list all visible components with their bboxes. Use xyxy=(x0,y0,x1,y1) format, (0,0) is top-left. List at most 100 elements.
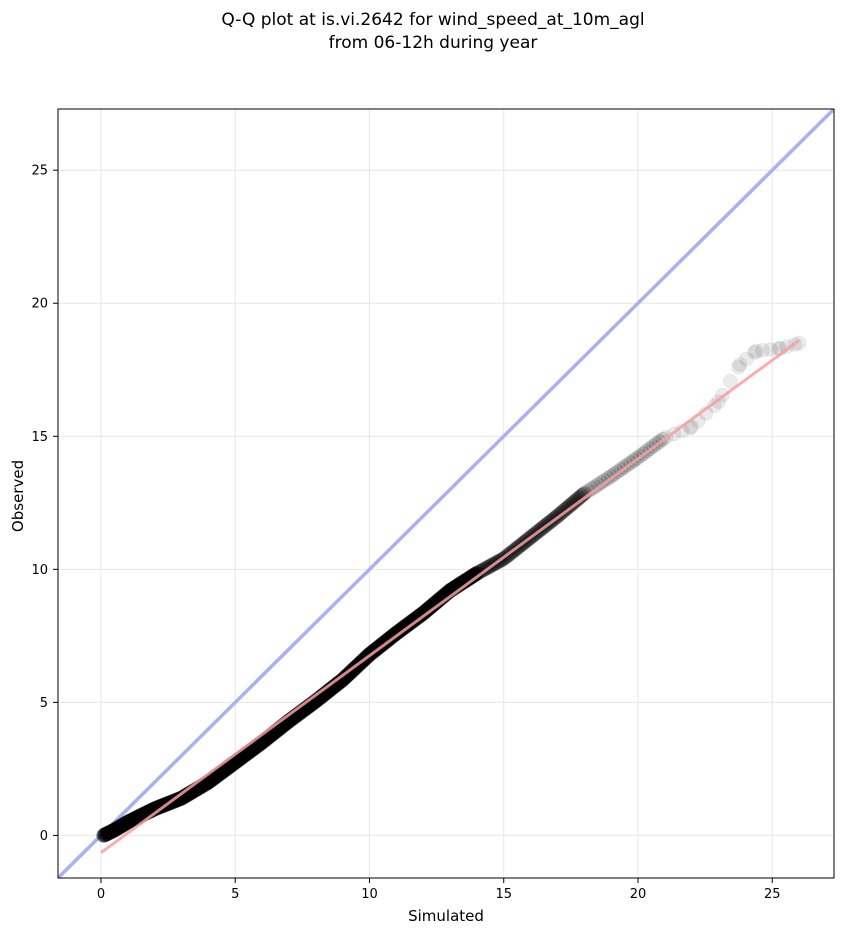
regression-fit-line xyxy=(100,339,800,854)
qq-point xyxy=(97,827,113,843)
grid-lines xyxy=(58,109,834,878)
qq-point xyxy=(400,616,416,632)
qq-point xyxy=(748,343,764,359)
qq-point xyxy=(117,816,133,832)
qq-point xyxy=(392,622,408,638)
qq-point xyxy=(755,342,771,358)
qq-point xyxy=(100,825,116,841)
qq-point xyxy=(396,619,412,635)
qq-point xyxy=(116,817,132,833)
qq-point xyxy=(417,604,433,620)
y-tick-label: 10 xyxy=(31,563,48,578)
qq-point xyxy=(126,811,142,827)
qq-point xyxy=(406,612,422,628)
qq-point xyxy=(395,621,411,637)
qq-point xyxy=(150,799,166,815)
qq-point xyxy=(341,665,357,681)
qq-point xyxy=(98,826,114,842)
qq-point xyxy=(120,814,136,830)
qq-point xyxy=(747,344,763,360)
qq-point xyxy=(113,818,129,834)
qq-point xyxy=(415,605,431,621)
x-axis-ticks: 0 5 10 15 20 25 xyxy=(97,878,781,902)
qq-point xyxy=(403,615,419,631)
qq-point xyxy=(409,610,425,626)
plot-frame xyxy=(57,108,835,879)
qq-point xyxy=(341,666,357,682)
qq-point xyxy=(730,359,746,375)
qq-point xyxy=(119,815,135,831)
qq-point xyxy=(416,604,432,620)
qq-point xyxy=(105,823,121,839)
qq-point xyxy=(414,606,430,622)
qq-point xyxy=(121,814,137,830)
qq-point xyxy=(105,823,121,839)
qq-point xyxy=(390,624,406,640)
qq-point xyxy=(101,825,117,841)
qq-point xyxy=(125,812,141,828)
qq-point xyxy=(169,792,185,808)
x-axis-label: Simulated xyxy=(408,907,484,925)
qq-point xyxy=(393,622,409,638)
qq-point xyxy=(593,474,609,490)
qq-point xyxy=(395,620,411,636)
qq-point xyxy=(471,564,487,580)
x-tick-label: 10 xyxy=(361,887,378,902)
qq-point xyxy=(398,618,414,634)
qq-point xyxy=(391,623,407,639)
qq-point xyxy=(118,815,134,831)
qq-point xyxy=(111,819,127,835)
qq-point xyxy=(390,624,406,640)
qq-point xyxy=(388,625,404,641)
qq-point xyxy=(473,563,489,579)
y-tick-label: 20 xyxy=(31,297,48,312)
y-axis-ticks: 0 5 10 15 20 25 xyxy=(31,164,58,844)
qq-point xyxy=(405,613,421,629)
qq-point xyxy=(117,816,133,832)
qq-point xyxy=(791,335,807,351)
qq-point xyxy=(407,612,423,628)
qq-point xyxy=(411,608,427,624)
qq-point xyxy=(106,822,122,838)
x-tick-label: 20 xyxy=(630,887,647,902)
x-tick-label: 5 xyxy=(231,887,239,902)
qq-point xyxy=(706,398,722,414)
y-tick-label: 0 xyxy=(40,829,48,844)
qq-point xyxy=(415,606,431,622)
qq-point xyxy=(128,810,144,826)
qq-point xyxy=(109,820,125,836)
y-tick-label: 5 xyxy=(40,696,48,711)
qq-point xyxy=(408,610,424,626)
qq-point xyxy=(107,822,123,838)
qq-point xyxy=(763,342,779,358)
qq-point xyxy=(127,811,143,827)
qq-point xyxy=(404,613,420,629)
qq-point xyxy=(110,820,126,836)
x-tick-label: 25 xyxy=(764,887,781,902)
qq-point xyxy=(125,811,141,827)
qq-point xyxy=(413,607,429,623)
qq-point xyxy=(108,821,124,837)
qq-point xyxy=(410,609,426,625)
qq-point xyxy=(403,614,419,630)
qq-point xyxy=(96,827,112,843)
qq-point xyxy=(412,607,428,623)
x-tick-label: 15 xyxy=(495,887,512,902)
y-tick-label: 15 xyxy=(31,430,48,445)
qq-point xyxy=(114,817,130,833)
qq-point xyxy=(122,813,138,829)
chart-title: Q-Q plot at is.vi.2642 for wind_speed_at… xyxy=(221,10,644,30)
qq-point xyxy=(402,615,418,631)
qq-point xyxy=(407,611,423,627)
chart-subtitle: from 06-12h during year xyxy=(329,33,538,53)
qq-point xyxy=(104,823,120,839)
y-axis-label: Observed xyxy=(9,460,27,532)
qq-point xyxy=(151,799,167,815)
qq-point xyxy=(563,497,579,513)
qq-point xyxy=(389,625,405,641)
qq-point xyxy=(113,818,129,834)
qq-point xyxy=(411,609,427,625)
qq-point xyxy=(124,812,140,828)
qq-point xyxy=(561,498,577,514)
